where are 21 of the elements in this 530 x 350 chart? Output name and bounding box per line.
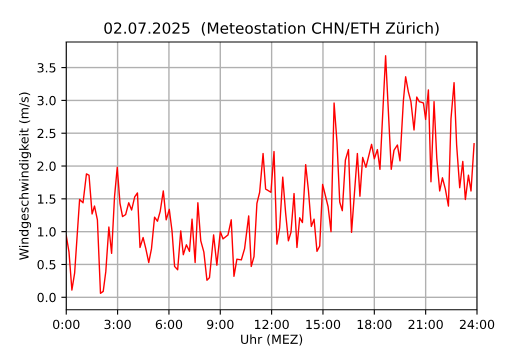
x-tick-label: 6:00 [156,320,182,330]
y-tick-label: 0.0 [37,292,56,302]
y-tick-label: 1.5 [38,194,56,204]
y-tick-label: 0.5 [37,260,56,270]
y-tick-label: 3.0 [38,96,56,106]
chart-title: 02.07.2025 (Meteostation CHN/ETH Zürich) [104,22,439,36]
y-axis-title: Windgeschwindigkeit (m/s) [18,92,32,260]
x-tick-label: 21:00 [408,320,443,330]
x-tick-label: 9:00 [207,320,234,330]
y-tick-label: 2.5 [38,128,56,138]
x-tick-label: 15:00 [306,320,340,330]
x-tick-label: 3:00 [104,320,131,330]
x-tick-label: 0:00 [53,320,80,330]
x-tick-label: 12:00 [254,320,289,330]
y-tick-label: 3.5 [38,63,56,73]
x-tick-label: 24:00 [460,320,494,330]
x-axis-title: Uhr (MEZ) [241,334,302,346]
x-tick-label: 18:00 [358,320,392,330]
line-series [66,55,475,294]
y-tick-label: 2.0 [38,162,56,171]
y-tick-label: 1.0 [38,227,56,237]
